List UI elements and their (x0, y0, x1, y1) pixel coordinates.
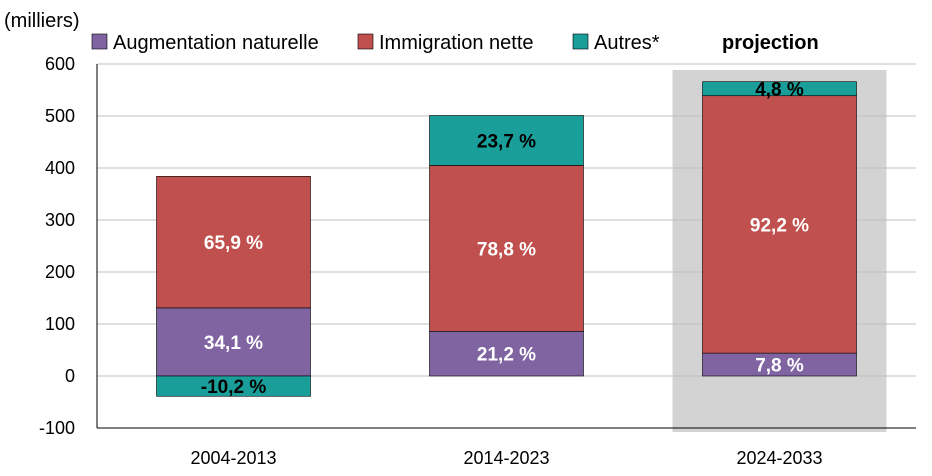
y-axis-unit-label: (milliers) (4, 10, 80, 32)
legend-entry: Augmentation naturelle (113, 32, 319, 54)
data-label: 78,8 % (477, 239, 536, 260)
y-tick-label: 0 (65, 366, 75, 386)
data-label: 92,2 % (750, 215, 809, 236)
data-label: 23,7 % (477, 131, 536, 152)
data-label: 4,8 % (755, 80, 804, 101)
y-tick-label: 100 (45, 314, 75, 334)
data-label: 34,1 % (204, 333, 263, 354)
data-label: 21,2 % (477, 345, 536, 366)
data-label: 65,9 % (204, 233, 263, 254)
y-tick-label: 600 (45, 54, 75, 74)
legend-entry: Immigration nette (379, 32, 534, 54)
legend-swatch (572, 33, 589, 50)
bar-segment (156, 307, 311, 377)
legend-entry: Autres* (594, 32, 660, 54)
projection-label: projection (722, 32, 819, 54)
bar-segment (702, 81, 857, 97)
y-tick-label: -100 (39, 418, 75, 438)
x-tick-label: 2014-2023 (463, 448, 549, 468)
y-tick-label: 300 (45, 210, 75, 230)
x-tick-label: 2024-2033 (736, 448, 822, 468)
bar-segment (156, 375, 311, 397)
bar-segment (429, 115, 584, 166)
legend-swatch (91, 33, 108, 50)
data-label: -10,2 % (201, 377, 267, 398)
bar-segment (429, 330, 584, 377)
data-label: 7,8 % (755, 356, 804, 377)
legend-swatch (357, 33, 374, 50)
y-tick-label: 400 (45, 158, 75, 178)
x-tick-label: 2004-2013 (190, 448, 276, 468)
legend: Augmentation naturelle Immigration nette A… (91, 32, 660, 54)
y-tick-label: 200 (45, 262, 75, 282)
bar-segment (429, 165, 584, 332)
bar-segment (156, 176, 311, 309)
bar-segment (702, 95, 857, 354)
y-tick-label: 500 (45, 106, 75, 126)
